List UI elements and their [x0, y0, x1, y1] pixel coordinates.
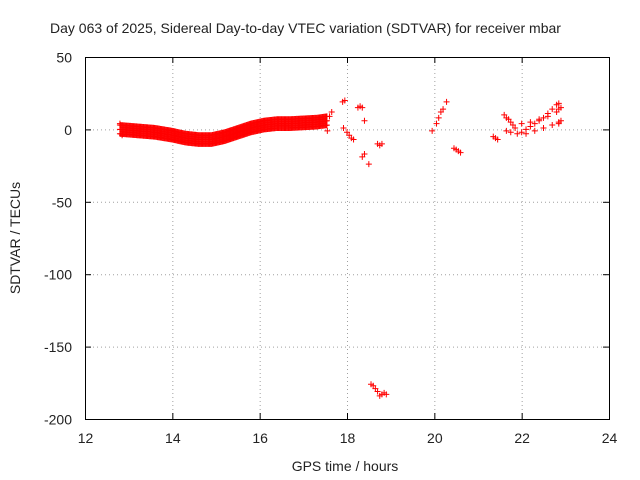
data-point [378, 140, 385, 147]
x-tick-label: 20 [427, 430, 443, 446]
y-axis-label: SDTVAR / TECUs [7, 182, 23, 294]
data-point [549, 106, 556, 113]
x-tick-label: 16 [252, 430, 268, 446]
data-point [326, 113, 333, 120]
x-tick-label: 18 [340, 430, 356, 446]
data-point [549, 122, 556, 129]
data-point [507, 129, 514, 136]
y-tick-label: -50 [52, 194, 72, 210]
plot-frame [85, 57, 610, 420]
x-axis-label: GPS time / hours [292, 458, 399, 474]
data-point [514, 130, 521, 137]
data-point [527, 119, 534, 126]
data-point [429, 127, 436, 134]
data-point [361, 151, 368, 158]
data-point [494, 136, 501, 143]
y-tick-label: 0 [64, 122, 72, 138]
y-tick-label: -150 [44, 339, 72, 355]
data-point [540, 124, 547, 131]
data-point [433, 120, 440, 127]
data-point [440, 106, 447, 113]
data-point [523, 130, 530, 137]
data-point [531, 120, 538, 127]
data-point [361, 117, 368, 124]
axis-ticks: 12 14 16 18 20 22 24 -200 -150 -100 -50 0 50 [44, 50, 618, 447]
data-point [518, 120, 525, 127]
x-tick-label: 24 [602, 430, 618, 446]
x-tick-label: 22 [514, 430, 530, 446]
data-point [119, 132, 126, 139]
data-point [350, 136, 357, 143]
data-point [512, 124, 519, 131]
data-point [435, 114, 442, 121]
y-tick-label: -200 [44, 412, 72, 428]
data-points [116, 97, 564, 399]
data-point [116, 120, 123, 127]
data-point [503, 127, 510, 134]
data-point [544, 113, 551, 120]
data-point [328, 109, 335, 116]
data-point [341, 97, 348, 104]
data-point [518, 129, 525, 136]
data-point [374, 388, 381, 395]
data-point [359, 104, 366, 111]
data-point [457, 149, 464, 156]
chart-title: Day 063 of 2025, Sidereal Day-to-day VTE… [50, 20, 561, 36]
data-point [557, 104, 564, 111]
data-point [536, 116, 543, 123]
data-point [383, 391, 390, 398]
data-point [540, 114, 547, 121]
data-point [555, 100, 562, 107]
y-tick-label: -100 [44, 267, 72, 283]
data-point [443, 98, 450, 105]
grid-lines [85, 57, 609, 419]
data-point [531, 127, 538, 134]
y-tick-label: 50 [56, 50, 72, 66]
data-point [557, 117, 564, 124]
data-point [365, 161, 372, 168]
data-point [340, 124, 347, 131]
data-point [324, 127, 331, 134]
x-tick-label: 14 [165, 430, 181, 446]
x-tick-label: 12 [78, 430, 94, 446]
